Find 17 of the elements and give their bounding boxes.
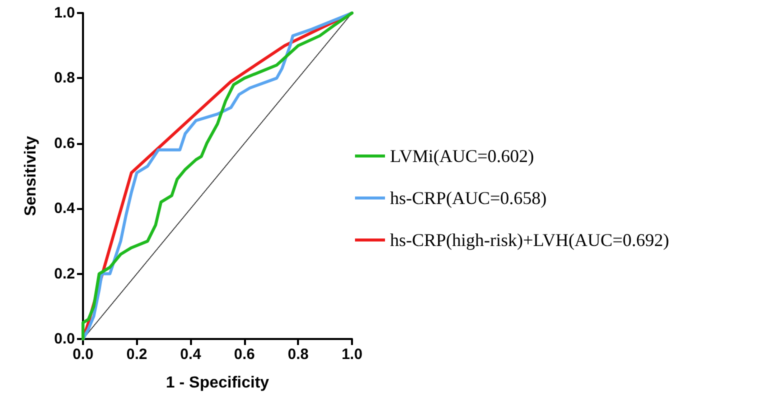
y-axis-title: Sensitivity [22, 136, 40, 216]
y-tick-label: 0.4 [54, 200, 76, 218]
x-tick-label: 1.0 [342, 346, 362, 363]
x-tick-label: 0.6 [234, 346, 255, 363]
legend-label: LVMi(AUC=0.602) [390, 146, 534, 166]
legend-label: hs-CRP(AUC=0.658) [390, 188, 547, 208]
y-tick-label: 0.2 [54, 265, 75, 282]
x-tick-label: 0.4 [180, 346, 202, 363]
legend-label: hs-CRP(high-risk)+LVH(AUC=0.692) [390, 230, 670, 250]
x-tick-label: 0.8 [288, 346, 309, 363]
x-tick-label: 0.0 [72, 346, 94, 363]
x-tick-label: 0.2 [126, 346, 148, 363]
y-tick-label: 1.0 [54, 4, 75, 22]
y-tick-label: 0.8 [54, 70, 75, 87]
x-axis-title: 1 - Specificity [166, 374, 270, 392]
y-tick-label: 0.6 [54, 134, 75, 152]
y-tick-label: 0.0 [54, 330, 75, 348]
